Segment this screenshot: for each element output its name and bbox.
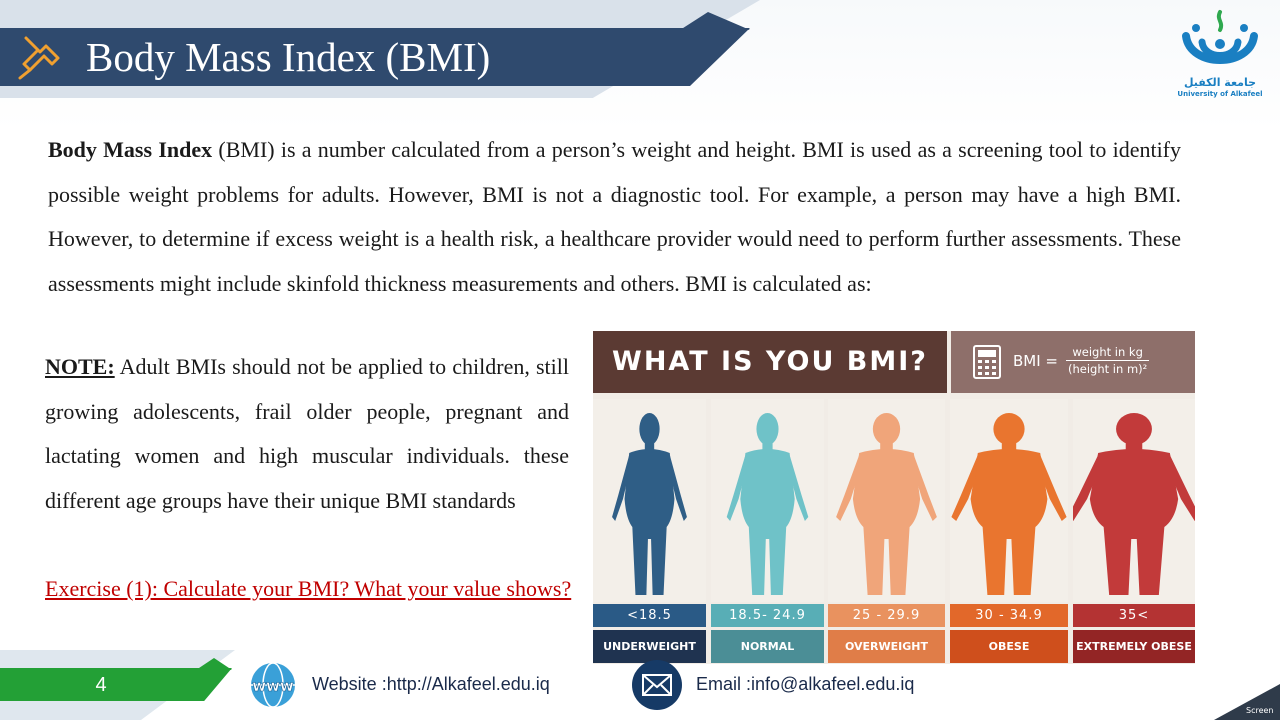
- bmi-panel: [711, 399, 824, 602]
- bmi-category: OVERWEIGHT: [828, 630, 945, 663]
- bmi-formula: BMI = weight in kg (height in m)²: [1013, 344, 1151, 377]
- logo-english-text: University of Alkafeel: [1177, 90, 1263, 98]
- body-silhouette: [726, 413, 809, 595]
- body-silhouette: [951, 413, 1067, 595]
- exercise-link[interactable]: Exercise (1): Calculate your BMI? What y…: [45, 576, 572, 601]
- bmi-category: NORMAL: [711, 630, 824, 663]
- body-silhouette: [836, 413, 937, 595]
- note-label: NOTE:: [45, 354, 115, 379]
- formula-box: BMI = weight in kg (height in m)²: [951, 331, 1195, 393]
- formula-fraction: weight in kg (height in m)²: [1064, 344, 1151, 377]
- page-number: 4: [95, 674, 107, 696]
- infographic-title: WHAT IS YOU BMI?: [612, 346, 928, 377]
- intro-text: (BMI) is a number calculated from a pers…: [48, 137, 1182, 296]
- globe-icon: www: [251, 662, 295, 708]
- pushpin-icon: [18, 36, 60, 80]
- website-link[interactable]: Website :http://Alkafeel.edu.iq: [312, 674, 550, 694]
- calculator-icon: [973, 345, 1001, 379]
- bmi-category: EXTREMELY OBESE: [1073, 630, 1195, 663]
- bmi-range: <18.5: [593, 604, 706, 627]
- bmi-range: 35<: [1073, 604, 1195, 627]
- intro-paragraph: Body Mass Index (BMI) is a number calcul…: [48, 128, 1181, 306]
- svg-text:www: www: [252, 677, 294, 695]
- infographic-header: [593, 331, 947, 393]
- formula-denominator: (height in m)²: [1068, 362, 1148, 376]
- bmi-panel: [950, 399, 1068, 602]
- note-paragraph: NOTE: Adult BMIs should not be applied t…: [45, 345, 569, 523]
- email-icon: [632, 660, 682, 710]
- intro-bold-term: Body Mass Index: [48, 137, 213, 162]
- bmi-range: 18.5- 24.9: [711, 604, 824, 627]
- email-link[interactable]: Email :info@alkafeel.edu.iq: [696, 674, 915, 694]
- university-logo-icon: [1182, 10, 1258, 64]
- corner-text: Screen: [1246, 706, 1274, 715]
- footer-page-band: [0, 668, 232, 701]
- formula-numerator: weight in kg: [1066, 344, 1149, 361]
- bmi-category: OBESE: [950, 630, 1068, 663]
- bmi-infographic: WHAT IS YOU BMI? BMI = weight in kg (hei…: [593, 331, 1195, 664]
- page-title: Body Mass Index (BMI): [86, 34, 491, 80]
- note-text: Adult BMIs should not be applied to chil…: [45, 354, 569, 513]
- header-band: [0, 28, 750, 86]
- bmi-panel: [828, 399, 945, 602]
- bmi-range: 25 - 29.9: [828, 604, 945, 627]
- logo-arabic-text: جامعة الكفيل: [1183, 76, 1257, 89]
- bmi-panel: [1073, 399, 1195, 602]
- bmi-panel: [593, 399, 706, 602]
- bmi-category: UNDERWEIGHT: [593, 630, 706, 663]
- body-silhouette: [612, 413, 687, 595]
- formula-lhs: BMI =: [1013, 351, 1058, 370]
- bmi-range: 30 - 34.9: [950, 604, 1068, 627]
- body-silhouette: [1073, 413, 1195, 595]
